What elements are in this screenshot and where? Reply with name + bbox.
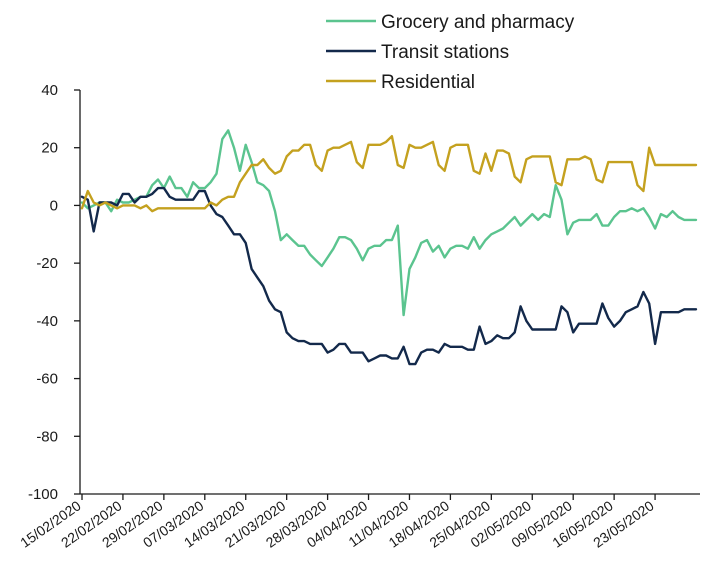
y-tick-label: -40 xyxy=(36,313,58,330)
y-tick-label: -20 xyxy=(36,255,58,272)
series-line xyxy=(80,134,698,213)
y-tick-label: -60 xyxy=(36,371,58,388)
series-layer xyxy=(80,129,698,366)
series-line xyxy=(80,186,698,366)
y-tick-label: 20 xyxy=(41,140,58,157)
x-axis: 15/02/202022/02/202029/02/202007/03/2020… xyxy=(17,493,700,551)
legend-label: Grocery and pharmacy xyxy=(381,12,575,33)
y-tick-label: 40 xyxy=(41,82,58,99)
y-tick-label: -80 xyxy=(36,428,58,445)
series-line xyxy=(80,129,698,317)
legend-label: Transit stations xyxy=(381,42,509,63)
y-tick-label: 0 xyxy=(50,197,58,214)
y-tick-label: -100 xyxy=(28,486,58,503)
legend: Grocery and pharmacy Transit stations Resi… xyxy=(326,12,575,93)
legend-label: Residential xyxy=(381,72,475,93)
y-axis: 40 20 0 -20 -40 -60 -80 -100 xyxy=(28,82,81,503)
